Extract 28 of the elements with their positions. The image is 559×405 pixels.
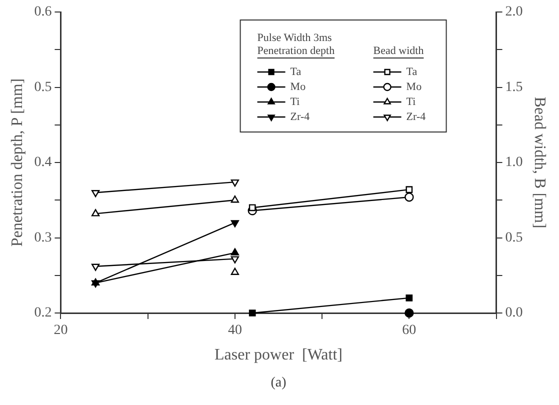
y2-tick-label: 0.0	[505, 306, 523, 321]
x-tick-label: 40	[228, 323, 242, 338]
y-tick-label: 0.5	[34, 80, 52, 95]
y2-tick-label: 1.0	[505, 155, 523, 170]
legend-label: Ti	[406, 96, 416, 108]
text: (a)	[270, 376, 287, 391]
y-tick-label: 0.4	[34, 155, 52, 170]
x-tick-label: 20	[54, 323, 68, 338]
y2-tick-label: 2.0	[505, 4, 523, 20]
legend-label: Mo	[290, 80, 306, 93]
legend-label: Mo	[406, 80, 422, 93]
legend-label: Ti	[290, 96, 300, 108]
x-tick-label: 60	[402, 323, 416, 338]
y-tick-label: 0.2	[34, 306, 52, 321]
legend-label: Zr-4	[290, 110, 310, 123]
legend-label: Zr-4	[406, 110, 426, 123]
y2-axis-title: Bead width, B [mm]	[531, 96, 548, 228]
annotation: Bead width	[373, 44, 424, 57]
annotation: Penetration depth	[257, 44, 336, 57]
y2-tick-label: 0.5	[505, 230, 523, 246]
y2-tick-label: 1.5	[505, 80, 523, 95]
y-tick-label: 0.6	[34, 4, 52, 20]
y-tick-label: 0.3	[34, 230, 52, 246]
legend-label: Ta	[406, 66, 418, 78]
x-axis-title: Laser power [Watt]	[214, 346, 342, 364]
y-axis-title: Penetration depth, P [mm]	[8, 78, 26, 247]
legend-title: Pulse Width 3ms	[257, 32, 332, 44]
legend-label: Ta	[290, 66, 302, 78]
